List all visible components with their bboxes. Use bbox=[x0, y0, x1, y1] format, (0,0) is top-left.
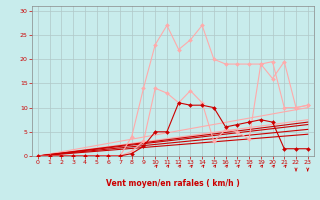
X-axis label: Vent moyen/en rafales ( km/h ): Vent moyen/en rafales ( km/h ) bbox=[106, 179, 240, 188]
